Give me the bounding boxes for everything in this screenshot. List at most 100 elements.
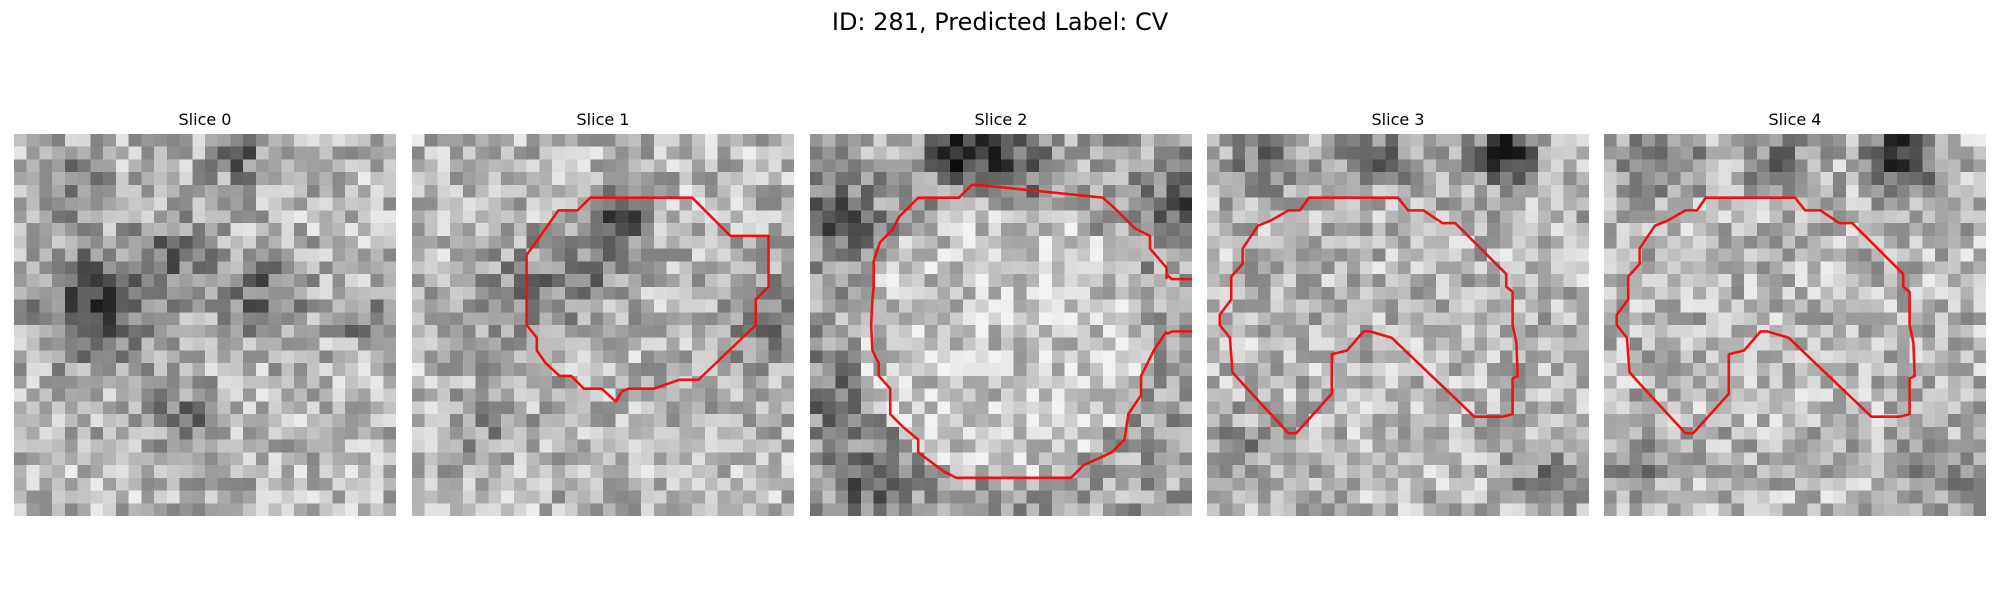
pixel xyxy=(39,248,53,262)
pixel xyxy=(1680,134,1694,147)
pixel xyxy=(128,248,142,262)
pixel xyxy=(615,401,629,415)
pixel xyxy=(1756,426,1770,440)
pixel xyxy=(1141,401,1155,415)
pixel xyxy=(1820,401,1834,415)
pixel xyxy=(1756,210,1770,224)
slice-title: Slice 3 xyxy=(1371,110,1425,129)
pixel xyxy=(886,337,900,351)
pixel xyxy=(768,184,782,198)
pixel xyxy=(357,426,371,440)
pixel xyxy=(64,261,78,275)
pixel xyxy=(192,299,206,313)
pixel xyxy=(1909,286,1923,300)
pixel xyxy=(1845,426,1859,440)
pixel xyxy=(1947,503,1961,516)
pixel xyxy=(603,248,616,262)
pixel xyxy=(77,146,91,160)
pixel xyxy=(1385,452,1399,466)
pixel xyxy=(154,184,168,198)
pixel xyxy=(822,197,836,211)
pixel xyxy=(450,426,464,440)
pixel xyxy=(835,235,849,249)
pixel xyxy=(1102,439,1116,453)
pixel xyxy=(141,401,155,415)
pixel xyxy=(319,184,333,198)
pixel xyxy=(1487,312,1501,326)
pixel xyxy=(564,388,578,402)
pixel xyxy=(357,490,371,504)
pixel xyxy=(1576,503,1589,516)
pixel xyxy=(1001,274,1014,288)
pixel xyxy=(1001,286,1014,300)
pixel xyxy=(679,337,693,351)
pixel xyxy=(835,439,849,453)
pixel xyxy=(1550,159,1564,173)
pixel xyxy=(1410,503,1424,516)
pixel xyxy=(115,274,129,288)
pixel xyxy=(822,210,836,224)
pixel xyxy=(52,210,66,224)
pixel xyxy=(1947,274,1961,288)
pixel xyxy=(128,286,142,300)
pixel xyxy=(1334,490,1348,504)
pixel xyxy=(103,312,117,326)
pixel xyxy=(1795,414,1808,428)
pixel xyxy=(628,286,642,300)
pixel xyxy=(462,184,476,198)
pixel xyxy=(1141,388,1155,402)
pixel xyxy=(128,235,142,249)
pixel xyxy=(1423,146,1437,160)
pixel xyxy=(603,223,616,237)
pixel xyxy=(1858,401,1872,415)
pixel xyxy=(14,337,27,351)
pixel xyxy=(768,235,782,249)
pixel xyxy=(1321,235,1335,249)
pixel xyxy=(1448,159,1462,173)
pixel xyxy=(1973,172,1986,186)
pixel xyxy=(1270,465,1284,479)
pixel xyxy=(332,337,346,351)
pixel xyxy=(1884,503,1898,516)
pixel xyxy=(704,477,718,491)
pixel xyxy=(450,388,464,402)
pixel xyxy=(1935,363,1949,377)
pixel xyxy=(1013,388,1027,402)
pixel xyxy=(962,261,976,275)
pixel xyxy=(383,439,396,453)
pixel xyxy=(370,337,384,351)
pixel xyxy=(653,452,667,466)
pixel xyxy=(1909,261,1923,275)
pixel xyxy=(1744,350,1758,364)
pixel xyxy=(1512,210,1526,224)
pixel xyxy=(345,337,359,351)
pixel xyxy=(1604,299,1617,313)
pixel xyxy=(26,312,40,326)
pixel xyxy=(1153,350,1167,364)
pixel xyxy=(115,490,129,504)
pixel xyxy=(1308,452,1322,466)
pixel xyxy=(564,235,578,249)
pixel xyxy=(1410,159,1424,173)
pixel xyxy=(603,274,616,288)
pixel xyxy=(911,426,925,440)
pixel xyxy=(1693,134,1707,147)
pixel xyxy=(1077,477,1091,491)
pixel xyxy=(141,223,155,237)
pixel xyxy=(743,452,757,466)
pixel xyxy=(192,490,206,504)
pixel xyxy=(345,465,359,479)
pixel xyxy=(64,452,78,466)
pixel xyxy=(962,159,976,173)
pixel xyxy=(975,325,989,338)
pixel xyxy=(306,490,320,504)
pixel xyxy=(1013,134,1027,147)
pixel xyxy=(1398,312,1411,326)
pixel xyxy=(1410,286,1424,300)
pixel xyxy=(1642,401,1656,415)
pixel xyxy=(1398,146,1411,160)
pixel xyxy=(1474,363,1488,377)
pixel xyxy=(1795,299,1808,313)
pixel xyxy=(1525,414,1539,428)
pixel xyxy=(1795,146,1808,160)
